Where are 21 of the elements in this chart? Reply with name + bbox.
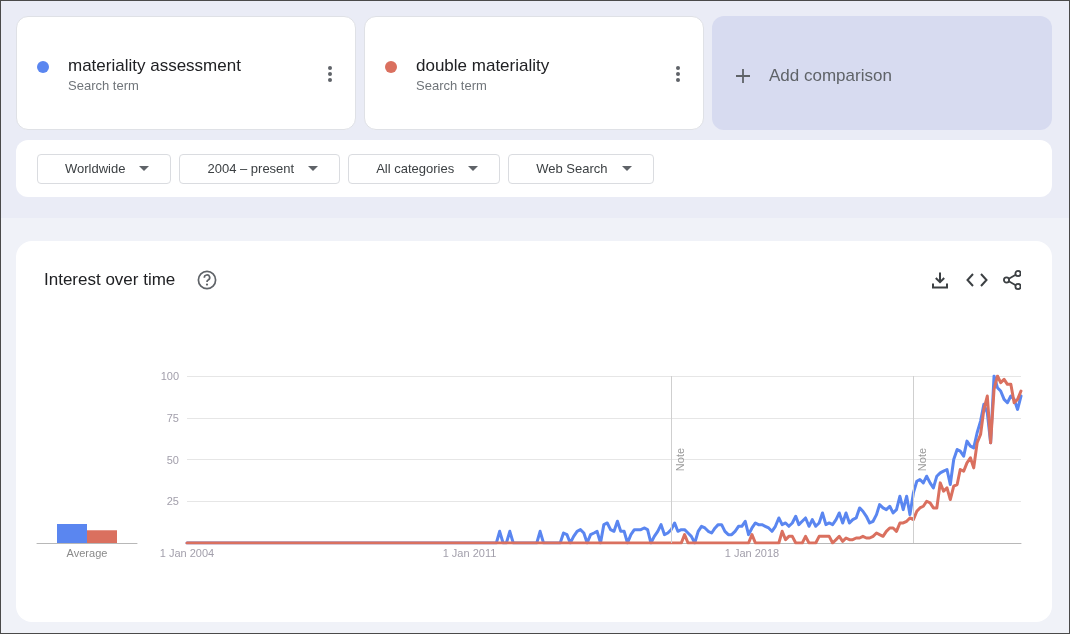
text: Search term — [416, 78, 487, 94]
x-tick-label: 1 Jan 2018 — [724, 546, 780, 559]
button: Add comparison — [712, 16, 1052, 130]
x-tick-label: 1 Jan 2011 — [442, 546, 497, 559]
y-tick-label: 75 — [166, 411, 179, 424]
y-tick-label: 50 — [166, 453, 179, 466]
legend-label: double materiality — [416, 56, 550, 76]
chart-title: Interest over time — [44, 270, 176, 290]
dropdown: Web Search — [508, 153, 654, 184]
dropdown: Worldwide — [37, 153, 172, 184]
ref-line-label: Note — [915, 447, 928, 472]
legend-label: materiality assessment — [68, 56, 241, 76]
ref-line-label: Note — [673, 447, 686, 472]
x-tick-label: Average — [66, 546, 108, 559]
y-tick-label: 100 — [160, 370, 179, 382]
dropdown: All categories — [348, 153, 501, 184]
x-tick-label: 1 Jan 2004 — [159, 546, 215, 559]
dropdown: 2004 – present — [179, 153, 341, 184]
text: Search term — [68, 78, 139, 94]
line-series — [185, 374, 1023, 545]
y-tick-label: 25 — [166, 495, 179, 508]
